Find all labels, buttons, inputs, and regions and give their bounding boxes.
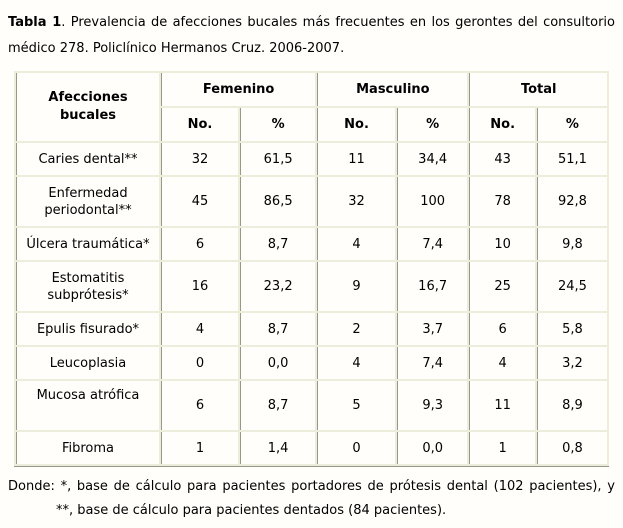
row-label: Mucosa atrófica (16, 381, 159, 430)
column-header-afecciones-label: Afecciones bucales (48, 90, 128, 123)
value-cell: 5,8 (536, 313, 607, 345)
value-cell: 11 (469, 381, 535, 430)
value-cell: 24,5 (536, 262, 607, 311)
value-cell: 4 (161, 313, 238, 345)
value-cell: 1 (161, 432, 238, 464)
value-cell: 8,7 (240, 381, 316, 430)
row-label: Epulis fisurado* (16, 313, 159, 345)
value-cell: 6 (161, 228, 238, 260)
value-cell: 7,4 (396, 347, 468, 379)
footnote: Donde: *, base de cálculo para pacientes… (8, 475, 615, 523)
value-cell: 78 (469, 177, 535, 226)
value-cell: 9,3 (396, 381, 468, 430)
value-cell: 11 (317, 143, 395, 175)
table-row: Leucoplasia 0 0,0 4 7,4 4 3,2 (16, 347, 607, 379)
value-cell: 9,8 (536, 228, 607, 260)
value-cell: 6 (469, 313, 535, 345)
table-row: Fibroma 1 1,4 0 0,0 1 0,8 (16, 432, 607, 464)
table-row: Mucosa atrófica 6 8,7 5 9,3 11 8,9 (16, 381, 607, 430)
value-cell: 9 (317, 262, 395, 311)
value-cell: 7,4 (396, 228, 468, 260)
footnote-line2: **, base de cálculo para pacientes denta… (56, 503, 447, 518)
value-cell: 1 (469, 432, 535, 464)
value-cell: 0,8 (536, 432, 607, 464)
header-group-row: Afecciones bucales Femenino Masculino To… (16, 73, 607, 141)
value-cell: 1,4 (240, 432, 316, 464)
subheader-femenino-no: No. (161, 108, 238, 141)
subheader-total-pct: % (536, 108, 607, 141)
prevalence-table: Afecciones bucales Femenino Masculino To… (14, 71, 609, 467)
value-cell: 0,0 (240, 347, 316, 379)
row-label: Úlcera traumática* (16, 228, 159, 260)
value-cell: 0 (161, 347, 238, 379)
table-caption-number: Tabla 1 (8, 15, 62, 30)
value-cell: 100 (396, 177, 468, 226)
value-cell: 10 (469, 228, 535, 260)
value-cell: 51,1 (536, 143, 607, 175)
column-header-total: Total (469, 73, 607, 106)
table-row: Estomatitis subprótesis* 16 23,2 9 16,7 … (16, 262, 607, 311)
subheader-masculino-pct: % (396, 108, 468, 141)
value-cell: 8,9 (536, 381, 607, 430)
subheader-femenino-pct: % (240, 108, 316, 141)
value-cell: 61,5 (240, 143, 316, 175)
value-cell: 2 (317, 313, 395, 345)
column-header-masculino: Masculino (317, 73, 468, 106)
subheader-masculino-no: No. (317, 108, 395, 141)
table-row: Enfermedad periodontal** 45 86,5 32 100 … (16, 177, 607, 226)
value-cell: 8,7 (240, 313, 316, 345)
value-cell: 5 (317, 381, 395, 430)
value-cell: 32 (161, 143, 238, 175)
value-cell: 4 (469, 347, 535, 379)
row-label: Enfermedad periodontal** (16, 177, 159, 226)
value-cell: 92,8 (536, 177, 607, 226)
value-cell: 32 (317, 177, 395, 226)
table-row: Caries dental** 32 61,5 11 34,4 43 51,1 (16, 143, 607, 175)
table-caption-text: . Prevalencia de afecciones bucales más … (8, 15, 615, 56)
value-cell: 3,7 (396, 313, 468, 345)
column-header-afecciones: Afecciones bucales (16, 73, 159, 141)
table-row: Úlcera traumática* 6 8,7 4 7,4 10 9,8 (16, 228, 607, 260)
value-cell: 25 (469, 262, 535, 311)
value-cell: 0,0 (396, 432, 468, 464)
value-cell: 34,4 (396, 143, 468, 175)
value-cell: 43 (469, 143, 535, 175)
value-cell: 23,2 (240, 262, 316, 311)
row-label: Caries dental** (16, 143, 159, 175)
value-cell: 0 (317, 432, 395, 464)
value-cell: 45 (161, 177, 238, 226)
value-cell: 3,2 (536, 347, 607, 379)
value-cell: 86,5 (240, 177, 316, 226)
column-header-femenino: Femenino (161, 73, 316, 106)
footnote-line1: Donde: *, base de cálculo para pacientes… (8, 479, 615, 494)
value-cell: 16 (161, 262, 238, 311)
row-label: Estomatitis subprótesis* (16, 262, 159, 311)
value-cell: 4 (317, 228, 395, 260)
value-cell: 8,7 (240, 228, 316, 260)
table-caption: Tabla 1. Prevalencia de afecciones bucal… (8, 10, 615, 62)
header-sub-row: No. % No. % No. % (16, 108, 607, 141)
row-label: Leucoplasia (16, 347, 159, 379)
value-cell: 4 (317, 347, 395, 379)
table-row: Epulis fisurado* 4 8,7 2 3,7 6 5,8 (16, 313, 607, 345)
value-cell: 6 (161, 381, 238, 430)
subheader-total-no: No. (469, 108, 535, 141)
row-label: Fibroma (16, 432, 159, 464)
value-cell: 16,7 (396, 262, 468, 311)
